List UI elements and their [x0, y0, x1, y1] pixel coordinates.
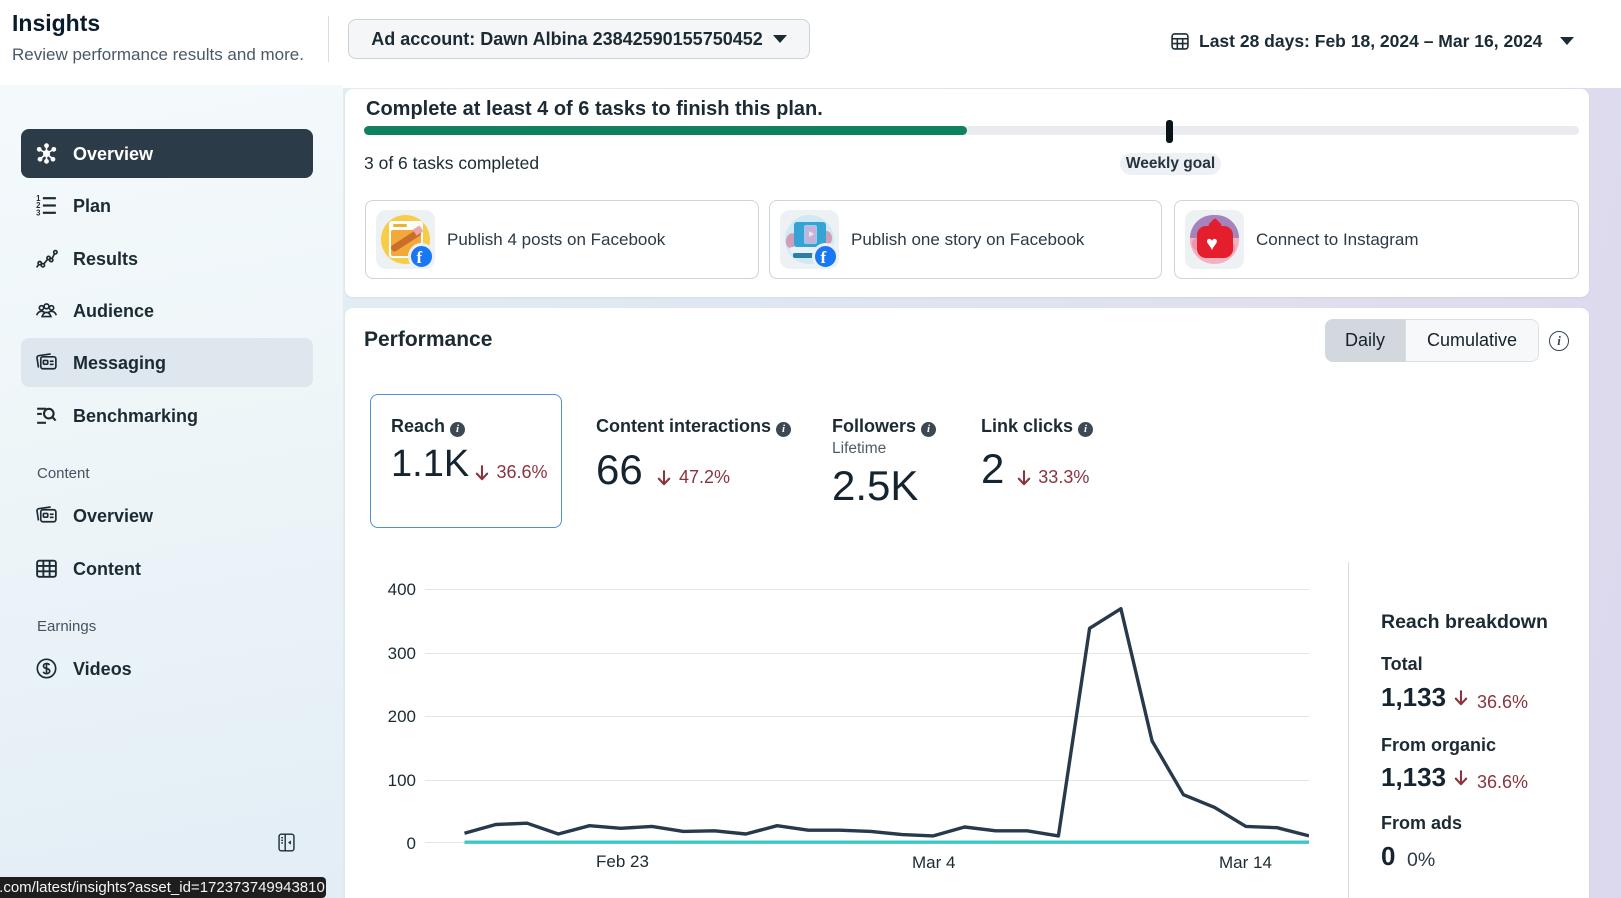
svg-text:2: 2	[36, 201, 41, 210]
svg-text:1: 1	[36, 194, 41, 203]
svg-text:3: 3	[36, 209, 41, 218]
